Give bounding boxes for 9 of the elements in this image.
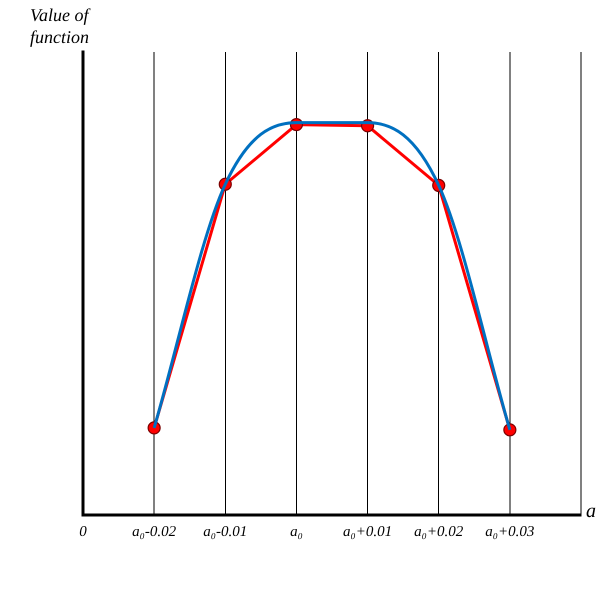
x-tick-label: a₀-0.02 [132, 524, 177, 540]
x-tick-label: a₀-0.01 [203, 524, 248, 540]
x-tick-label: 0 [79, 524, 88, 540]
y-axis-title: Value of function [30, 4, 92, 48]
x-axis-title: a [586, 500, 596, 523]
x-tick-label: a₀+0.02 [414, 524, 464, 540]
x-tick-label: a₀+0.01 [343, 524, 392, 540]
x-tick-label: a₀ [290, 524, 303, 540]
x-tick-label: a₀+0.03 [485, 524, 534, 540]
